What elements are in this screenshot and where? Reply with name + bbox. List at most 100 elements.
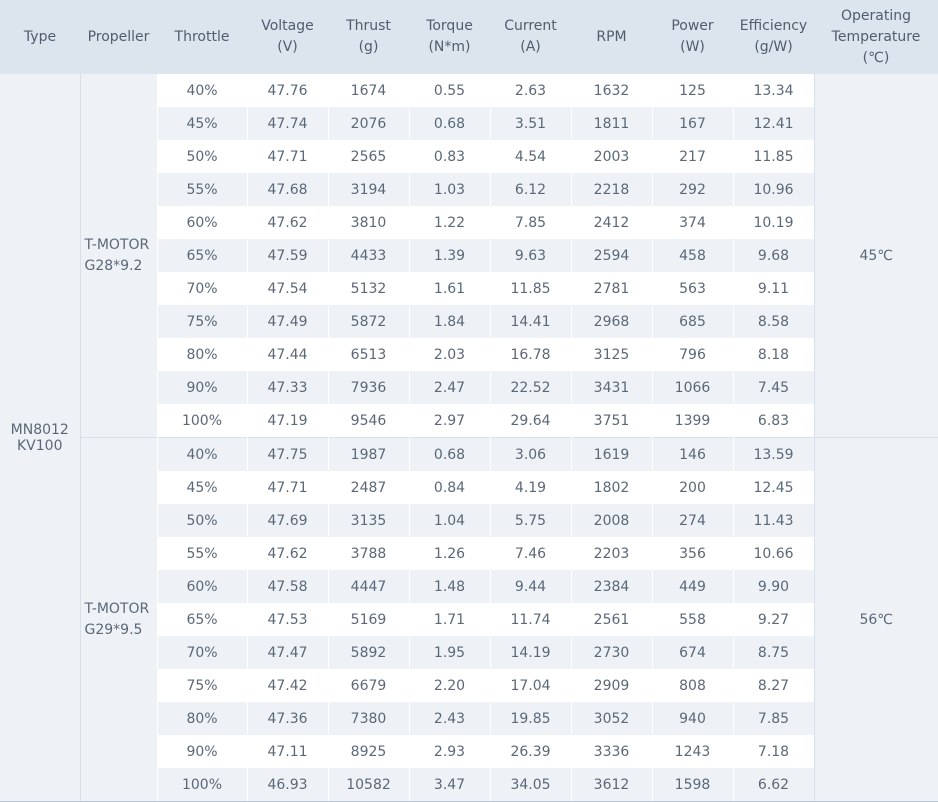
propeller-cell: T-MOTOR G29*9.5 bbox=[79, 437, 157, 801]
rpm-cell: 1619 bbox=[570, 437, 652, 471]
current-cell: 19.85 bbox=[489, 702, 571, 735]
thrust-cell: 3810 bbox=[327, 206, 409, 239]
current-cell: 4.19 bbox=[489, 471, 571, 504]
rpm-cell: 2218 bbox=[570, 173, 652, 206]
header-current: Current (A) bbox=[490, 0, 571, 74]
text-line: Voltage bbox=[261, 18, 314, 34]
power-cell: 167 bbox=[651, 107, 733, 140]
throttle-cell: 60% bbox=[156, 206, 247, 239]
thrust-cell: 4447 bbox=[327, 570, 409, 603]
current-cell: 5.75 bbox=[489, 504, 571, 537]
power-cell: 1243 bbox=[651, 735, 733, 768]
rpm-cell: 2384 bbox=[570, 570, 652, 603]
thrust-cell: 5892 bbox=[327, 636, 409, 669]
throttle-cell: 75% bbox=[156, 669, 247, 702]
efficiency-cell: 10.19 bbox=[732, 206, 814, 239]
efficiency-cell: 9.68 bbox=[732, 239, 814, 272]
throttle-cell: 50% bbox=[156, 504, 247, 537]
current-cell: 4.54 bbox=[489, 140, 571, 173]
thrust-cell: 7936 bbox=[327, 371, 409, 404]
power-cell: 563 bbox=[651, 272, 733, 305]
voltage-cell: 47.69 bbox=[246, 504, 328, 537]
text-line: Power bbox=[671, 18, 714, 34]
table-row: 100% 46.93 10582 3.47 34.05 3612 1598 6.62 bbox=[0, 768, 938, 801]
text-line: RPM bbox=[596, 28, 627, 45]
torque-cell: 2.43 bbox=[408, 702, 490, 735]
text-line: Efficiency bbox=[739, 18, 808, 34]
voltage-cell: 47.59 bbox=[246, 239, 328, 272]
table-row: T-MOTOR G29*9.5 40% 47.75 1987 0.68 3.06 1619 14… bbox=[0, 437, 938, 801]
throttle-cell: 60% bbox=[156, 570, 247, 603]
current-cell: 7.46 bbox=[489, 537, 571, 570]
throttle-cell: 45% bbox=[156, 107, 247, 140]
torque-cell: 1.39 bbox=[408, 239, 490, 272]
thrust-cell: 2076 bbox=[327, 107, 409, 140]
header-rpm: RPM bbox=[571, 0, 652, 74]
voltage-cell: 47.19 bbox=[246, 404, 328, 438]
throttle-cell: 55% bbox=[156, 537, 247, 570]
current-cell: 3.06 bbox=[489, 437, 571, 471]
current-cell: 29.64 bbox=[489, 404, 571, 438]
motor-type-cell: MN8012 KV100 bbox=[0, 74, 80, 801]
thrust-cell: 3194 bbox=[327, 173, 409, 206]
voltage-cell: 47.71 bbox=[246, 140, 328, 173]
current-cell: 3.51 bbox=[489, 107, 571, 140]
rpm-cell: 3431 bbox=[570, 371, 652, 404]
table-row: 55% 47.62 3788 1.26 7.46 2203 356 10.66 bbox=[0, 537, 938, 570]
text-line: KV100 bbox=[17, 437, 63, 454]
table-row: 70% 47.54 5132 1.61 11.85 2781 563 9.11 bbox=[0, 272, 938, 305]
text-line: G29*9.5 bbox=[84, 621, 143, 638]
efficiency-cell: 12.45 bbox=[732, 471, 814, 504]
throttle-cell: 75% bbox=[156, 305, 247, 338]
current-cell: 11.74 bbox=[489, 603, 571, 636]
efficiency-cell: 7.45 bbox=[732, 371, 814, 404]
power-cell: 274 bbox=[651, 504, 733, 537]
voltage-cell: 47.68 bbox=[246, 173, 328, 206]
header-efficiency: Efficiency (g/W) bbox=[733, 0, 814, 74]
voltage-cell: 47.76 bbox=[246, 74, 328, 107]
text-line: (V) bbox=[277, 39, 298, 55]
text-line: Temperature bbox=[831, 28, 921, 45]
efficiency-cell: 11.85 bbox=[732, 140, 814, 173]
thrust-cell: 4433 bbox=[327, 239, 409, 272]
voltage-cell: 47.62 bbox=[246, 206, 328, 239]
throttle-cell: 40% bbox=[156, 437, 247, 471]
rpm-cell: 2730 bbox=[570, 636, 652, 669]
power-cell: 1399 bbox=[651, 404, 733, 438]
thrust-cell: 8925 bbox=[327, 735, 409, 768]
current-cell: 22.52 bbox=[489, 371, 571, 404]
efficiency-cell: 9.11 bbox=[732, 272, 814, 305]
current-cell: 16.78 bbox=[489, 338, 571, 371]
power-cell: 292 bbox=[651, 173, 733, 206]
table-row: 65% 47.53 5169 1.71 11.74 2561 558 9.27 bbox=[0, 603, 938, 636]
power-cell: 685 bbox=[651, 305, 733, 338]
power-cell: 374 bbox=[651, 206, 733, 239]
text-line: (g/W) bbox=[754, 39, 793, 55]
text-line: (W) bbox=[680, 39, 705, 55]
torque-cell: 1.48 bbox=[408, 570, 490, 603]
text-line: G28*9.2 bbox=[84, 257, 143, 274]
table-row: 80% 47.44 6513 2.03 16.78 3125 796 8.18 bbox=[0, 338, 938, 371]
rpm-cell: 2412 bbox=[570, 206, 652, 239]
rpm-cell: 2008 bbox=[570, 504, 652, 537]
throttle-cell: 90% bbox=[156, 735, 247, 768]
power-cell: 940 bbox=[651, 702, 733, 735]
efficiency-cell: 8.27 bbox=[732, 669, 814, 702]
torque-cell: 2.03 bbox=[408, 338, 490, 371]
text-line: Operating bbox=[841, 7, 911, 24]
table-row: 45% 47.74 2076 0.68 3.51 1811 167 12.41 bbox=[0, 107, 938, 140]
torque-cell: 1.22 bbox=[408, 206, 490, 239]
table-row: 65% 47.59 4433 1.39 9.63 2594 458 9.68 bbox=[0, 239, 938, 272]
efficiency-cell: 10.96 bbox=[732, 173, 814, 206]
efficiency-cell: 13.59 bbox=[732, 437, 814, 471]
thrust-cell: 9546 bbox=[327, 404, 409, 438]
throttle-cell: 55% bbox=[156, 173, 247, 206]
thrust-cell: 3135 bbox=[327, 504, 409, 537]
efficiency-cell: 9.90 bbox=[732, 570, 814, 603]
thrust-cell: 2565 bbox=[327, 140, 409, 173]
header-row: Type Propeller Throttle Voltage (V) Thrust (g)… bbox=[0, 0, 938, 74]
efficiency-cell: 11.43 bbox=[732, 504, 814, 537]
rpm-cell: 2909 bbox=[570, 669, 652, 702]
voltage-cell: 47.53 bbox=[246, 603, 328, 636]
thrust-cell: 6679 bbox=[327, 669, 409, 702]
